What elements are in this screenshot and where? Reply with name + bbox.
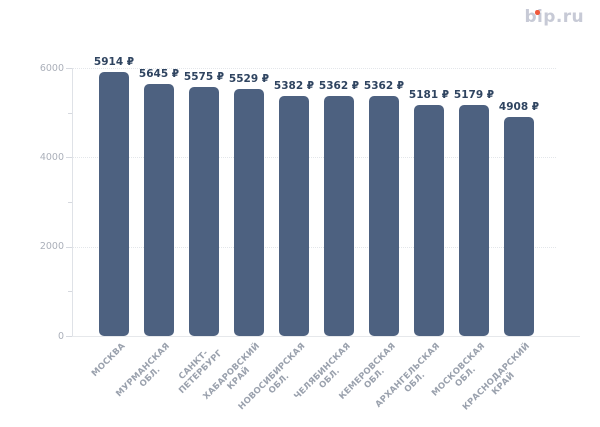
bar-ХАБАРОВСКИЙ КРАЙ — [234, 89, 264, 336]
y-axis-tick-mark — [66, 336, 72, 337]
y-axis-minor-tick-mark — [68, 202, 72, 203]
x-axis-label: МОСКВА — [89, 341, 128, 379]
logo-bip-ru[interactable]: bip.ru — [524, 9, 584, 26]
bar-КЕМЕРОВСКАЯ ОБЛ. — [369, 96, 399, 336]
bar-value-label: 5575 ₽ — [183, 70, 225, 83]
y-axis-tick-mark — [66, 68, 72, 69]
logo-text: bip.ru — [524, 7, 584, 27]
bar-value-label: 4908 ₽ — [498, 100, 540, 113]
gridline-2000 — [72, 246, 556, 248]
bar-МОСКВА — [99, 71, 129, 336]
gridline-6000 — [72, 68, 556, 69]
bar-value-label: 5529 ₽ — [228, 73, 270, 86]
bar-value-label: 5382 ₽ — [273, 79, 315, 92]
y-axis-tick-label: 0 — [57, 330, 64, 342]
bar-НОВОСИБИРСКАЯ ОБЛ. — [279, 95, 309, 336]
bar-value-label: 5914 ₽ — [93, 55, 135, 68]
bar-value-label: 5362 ₽ — [318, 80, 360, 93]
gridline-4000 — [72, 157, 556, 159]
bar-value-label: 5362 ₽ — [363, 80, 405, 93]
bar-value-label: 5645 ₽ — [138, 67, 180, 80]
bar-value-label: 5181 ₽ — [408, 88, 450, 101]
y-axis-tick-label: 4000 — [39, 151, 64, 163]
bar-АРХАНГЕЛЬСКАЯ ОБЛ. — [414, 104, 444, 336]
y-axis-tick-mark — [66, 246, 72, 248]
bar-САНКТ-ПЕТЕРБУРГ — [189, 86, 219, 336]
y-axis-minor-tick-mark — [68, 112, 72, 114]
y-axis-minor-tick-mark — [68, 291, 72, 293]
bar-МУРМАНСКАЯ ОБЛ. — [144, 83, 174, 336]
y-axis-tick-label: 2000 — [39, 241, 64, 253]
bar-МОСКОВСКАЯ ОБЛ. — [459, 104, 489, 336]
logo-i-dot — [535, 10, 540, 15]
y-axis-tick-label: 6000 — [39, 62, 64, 74]
y-axis-line — [72, 68, 73, 336]
y-axis-tick-mark — [66, 157, 72, 159]
bar-КРАСНОДАРСКИЙ КРАЙ — [504, 116, 534, 336]
bar-value-label: 5179 ₽ — [453, 88, 495, 101]
bar-ЧЕЛЯБИНСКАЯ ОБЛ. — [324, 96, 354, 336]
x-axis-line — [72, 336, 580, 337]
